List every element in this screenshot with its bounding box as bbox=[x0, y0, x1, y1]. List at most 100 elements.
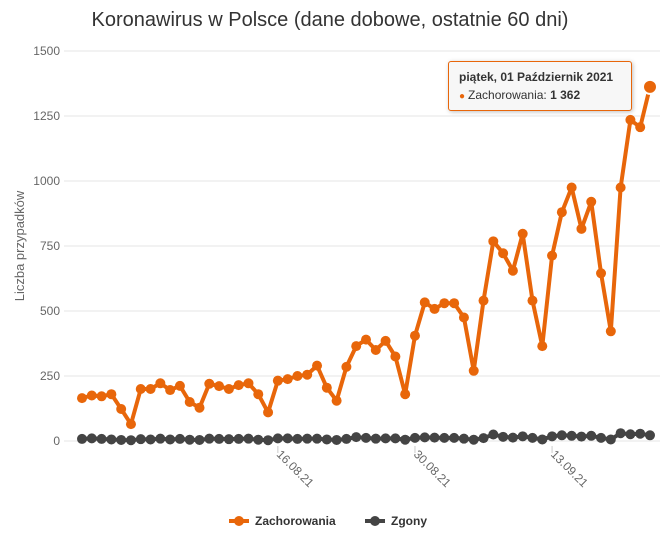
data-point-zachorowania[interactable] bbox=[165, 385, 176, 396]
data-point-zgony[interactable] bbox=[527, 432, 538, 443]
data-point-zachorowania[interactable] bbox=[282, 374, 293, 385]
data-point-zachorowania[interactable] bbox=[331, 395, 342, 406]
data-point-zgony[interactable] bbox=[645, 430, 655, 441]
data-point-zgony[interactable] bbox=[214, 433, 225, 444]
data-point-zachorowania[interactable] bbox=[615, 182, 626, 193]
data-point-zachorowania[interactable] bbox=[106, 389, 117, 400]
data-point-zgony[interactable] bbox=[605, 434, 616, 445]
data-point-zachorowania[interactable] bbox=[439, 298, 450, 309]
data-point-zgony[interactable] bbox=[625, 429, 636, 440]
data-point-zgony[interactable] bbox=[184, 434, 195, 445]
data-point-zgony[interactable] bbox=[429, 432, 440, 443]
legend-item-zachorowania[interactable]: Zachorowania bbox=[229, 514, 336, 528]
data-point-zgony[interactable] bbox=[478, 433, 489, 444]
data-point-zgony[interactable] bbox=[263, 435, 274, 446]
data-point-zachorowania[interactable] bbox=[125, 419, 136, 430]
data-point-zachorowania[interactable] bbox=[566, 182, 577, 193]
data-point-zachorowania[interactable] bbox=[312, 360, 323, 371]
data-point-zgony[interactable] bbox=[488, 429, 499, 440]
data-point-zachorowania[interactable] bbox=[517, 228, 528, 239]
data-point-zgony[interactable] bbox=[223, 434, 234, 445]
data-point-zachorowania[interactable] bbox=[642, 78, 658, 95]
data-point-zgony[interactable] bbox=[116, 434, 127, 445]
data-point-zachorowania[interactable] bbox=[547, 250, 558, 261]
data-point-zachorowania[interactable] bbox=[361, 334, 371, 345]
data-point-zgony[interactable] bbox=[96, 433, 107, 444]
data-point-zgony[interactable] bbox=[77, 433, 87, 444]
data-point-zachorowania[interactable] bbox=[86, 390, 97, 401]
data-point-zachorowania[interactable] bbox=[214, 381, 225, 392]
data-point-zachorowania[interactable] bbox=[390, 351, 401, 362]
data-point-zgony[interactable] bbox=[331, 434, 342, 445]
data-point-zachorowania[interactable] bbox=[253, 389, 264, 400]
data-point-zachorowania[interactable] bbox=[409, 330, 420, 341]
data-point-zgony[interactable] bbox=[576, 431, 587, 442]
data-point-zgony[interactable] bbox=[439, 432, 450, 443]
data-point-zgony[interactable] bbox=[370, 433, 381, 444]
data-point-zgony[interactable] bbox=[547, 431, 558, 442]
data-point-zachorowania[interactable] bbox=[77, 393, 87, 404]
data-point-zachorowania[interactable] bbox=[556, 207, 567, 218]
data-point-zgony[interactable] bbox=[282, 433, 293, 444]
data-point-zgony[interactable] bbox=[341, 433, 352, 444]
data-point-zachorowania[interactable] bbox=[380, 335, 391, 346]
data-point-zgony[interactable] bbox=[537, 434, 548, 445]
data-point-zachorowania[interactable] bbox=[302, 369, 313, 380]
data-point-zachorowania[interactable] bbox=[116, 404, 127, 415]
data-point-zgony[interactable] bbox=[517, 431, 528, 442]
data-point-zgony[interactable] bbox=[380, 433, 391, 444]
data-point-zachorowania[interactable] bbox=[468, 365, 479, 376]
data-point-zgony[interactable] bbox=[361, 432, 371, 443]
data-point-zgony[interactable] bbox=[615, 428, 626, 439]
data-point-zgony[interactable] bbox=[586, 430, 597, 441]
data-point-zgony[interactable] bbox=[155, 433, 166, 444]
data-point-zgony[interactable] bbox=[498, 431, 509, 442]
data-point-zgony[interactable] bbox=[174, 433, 185, 444]
data-point-zgony[interactable] bbox=[272, 433, 283, 444]
data-point-zgony[interactable] bbox=[596, 432, 607, 443]
data-point-zachorowania[interactable] bbox=[596, 268, 607, 279]
data-point-zachorowania[interactable] bbox=[488, 236, 499, 247]
data-point-zachorowania[interactable] bbox=[586, 196, 597, 207]
data-point-zgony[interactable] bbox=[409, 432, 420, 443]
data-point-zgony[interactable] bbox=[390, 433, 401, 444]
data-point-zachorowania[interactable] bbox=[635, 122, 646, 133]
data-point-zachorowania[interactable] bbox=[204, 378, 215, 389]
data-point-zgony[interactable] bbox=[507, 432, 518, 443]
data-point-zachorowania[interactable] bbox=[184, 397, 195, 407]
data-point-zgony[interactable] bbox=[125, 435, 136, 446]
data-point-zachorowania[interactable] bbox=[527, 295, 538, 306]
data-point-zgony[interactable] bbox=[106, 434, 117, 445]
data-point-zachorowania[interactable] bbox=[155, 378, 166, 389]
data-point-zgony[interactable] bbox=[253, 434, 264, 445]
data-point-zgony[interactable] bbox=[468, 434, 479, 445]
data-point-zgony[interactable] bbox=[233, 433, 244, 444]
data-point-zachorowania[interactable] bbox=[174, 380, 185, 391]
data-point-zachorowania[interactable] bbox=[625, 114, 636, 125]
data-point-zgony[interactable] bbox=[135, 434, 146, 445]
data-point-zgony[interactable] bbox=[351, 432, 362, 443]
data-point-zgony[interactable] bbox=[204, 433, 215, 444]
data-point-zachorowania[interactable] bbox=[321, 382, 332, 393]
data-point-zachorowania[interactable] bbox=[223, 384, 234, 394]
data-point-zgony[interactable] bbox=[458, 433, 469, 444]
data-point-zgony[interactable] bbox=[145, 434, 156, 445]
data-point-zgony[interactable] bbox=[292, 433, 303, 444]
data-point-zachorowania[interactable] bbox=[96, 391, 107, 402]
data-point-zgony[interactable] bbox=[243, 433, 254, 444]
data-point-zgony[interactable] bbox=[566, 430, 577, 441]
data-point-zachorowania[interactable] bbox=[351, 341, 362, 352]
data-point-zgony[interactable] bbox=[194, 434, 205, 445]
data-point-zachorowania[interactable] bbox=[243, 378, 254, 389]
data-point-zgony[interactable] bbox=[556, 430, 567, 441]
data-point-zachorowania[interactable] bbox=[194, 402, 205, 413]
data-point-zachorowania[interactable] bbox=[419, 297, 430, 308]
data-point-zachorowania[interactable] bbox=[233, 380, 244, 391]
data-point-zachorowania[interactable] bbox=[400, 389, 411, 400]
data-point-zgony[interactable] bbox=[635, 428, 646, 439]
data-point-zachorowania[interactable] bbox=[576, 223, 587, 234]
data-point-zachorowania[interactable] bbox=[292, 371, 303, 381]
data-point-zgony[interactable] bbox=[321, 434, 332, 445]
data-point-zachorowania[interactable] bbox=[537, 341, 548, 352]
data-point-zgony[interactable] bbox=[312, 433, 323, 444]
